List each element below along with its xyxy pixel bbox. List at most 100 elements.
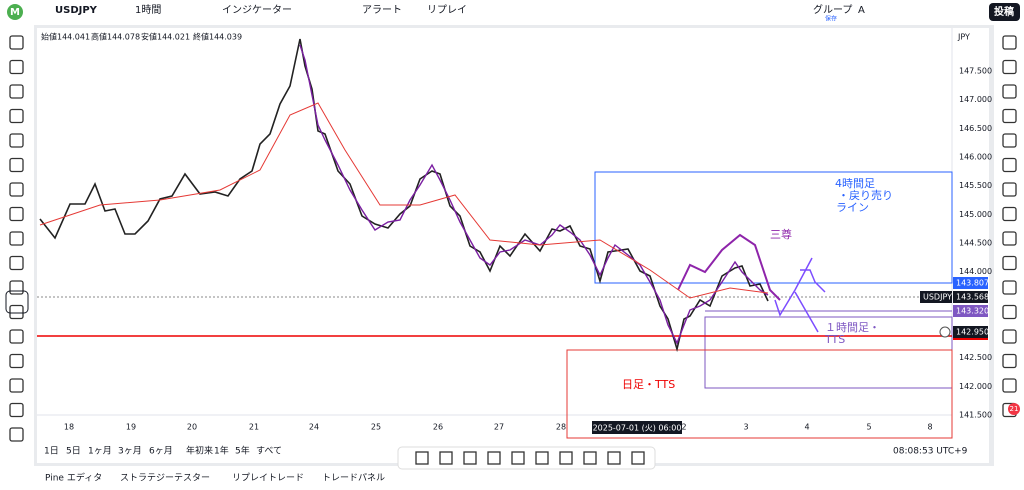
right-sidebar — [994, 25, 1024, 490]
sidebar-icon[interactable] — [1002, 59, 1017, 75]
time-tick-label: 28 — [556, 423, 566, 432]
annotation: ・戻り売り — [838, 189, 893, 202]
tool-icon[interactable] — [9, 206, 24, 222]
time-tick-label: 25 — [371, 423, 381, 432]
tool-icon[interactable] — [9, 353, 24, 369]
time-tick-label: 3 — [743, 423, 748, 432]
tool-icon[interactable] — [9, 231, 24, 246]
sidebar-icon[interactable] — [1002, 157, 1017, 173]
range-button[interactable]: 5年 — [235, 445, 250, 457]
price-badge — [953, 305, 988, 317]
range-button[interactable]: 5日 — [66, 446, 81, 457]
sidebar-icon[interactable] — [1002, 255, 1017, 271]
sidebar-icon[interactable] — [1002, 378, 1017, 393]
sidebar-icon[interactable] — [1002, 280, 1017, 295]
price-badge — [953, 277, 988, 289]
sidebar-icon[interactable] — [1002, 182, 1017, 197]
drawing-tool[interactable] — [463, 451, 477, 465]
tool-icon[interactable] — [9, 182, 24, 197]
sidebar-icon[interactable] — [1002, 108, 1017, 124]
sidebar-icon[interactable] — [1002, 353, 1017, 369]
tool-icon[interactable] — [9, 427, 24, 442]
annotation: TTS — [824, 333, 845, 346]
range-button[interactable]: 1年 — [214, 445, 229, 457]
time-tick-label: 19 — [126, 423, 136, 432]
alert-button[interactable]: アラート — [362, 4, 402, 16]
daily-zone — [566, 349, 953, 439]
tool-icon[interactable] — [9, 84, 24, 99]
sidebar-icon[interactable] — [1002, 304, 1017, 320]
group-button[interactable]: グループ — [813, 3, 852, 16]
chart-drawing — [37, 38, 953, 439]
annotation: ライン — [836, 201, 869, 214]
range-button[interactable]: 3ヶ月 — [118, 446, 142, 457]
range-button[interactable]: 1ヶ月 — [88, 446, 112, 457]
annotation: 日足・TTS — [622, 378, 675, 391]
symbol[interactable]: USDJPY — [55, 5, 98, 16]
price-badge — [920, 291, 952, 303]
drawing-tool[interactable] — [487, 451, 501, 465]
range-button[interactable]: 年初来 — [186, 445, 213, 457]
drawing-tool[interactable] — [535, 451, 549, 465]
time-tick-label: 2 — [681, 423, 686, 432]
clock: 08:08:53 UTC+9 — [893, 447, 968, 457]
range-button[interactable]: 1日 — [44, 446, 59, 457]
time-tick-label: 24 — [309, 423, 319, 432]
tool-icon[interactable] — [9, 280, 24, 295]
replay-button[interactable]: リプレイ — [427, 4, 467, 16]
price-badge — [953, 291, 988, 303]
bottom-tab[interactable]: ストラテジーテスター — [120, 473, 210, 484]
drawing-tool[interactable] — [415, 451, 429, 465]
drawing-tool[interactable] — [439, 451, 453, 465]
tool-icon[interactable] — [9, 304, 24, 320]
tool-icon[interactable] — [9, 329, 24, 344]
drawing-tool[interactable] — [607, 451, 621, 465]
tool-icon[interactable] — [9, 157, 24, 173]
price-tick-label: 146.000 — [959, 152, 992, 161]
publish-button[interactable] — [989, 3, 1020, 21]
drawing-tool[interactable] — [631, 451, 645, 465]
interval[interactable]: 1時間 — [135, 4, 161, 16]
account[interactable]: A — [858, 5, 865, 16]
indicators-button[interactable]: インジケーター — [222, 4, 292, 16]
bottom-tab[interactable]: トレードパネル — [322, 473, 385, 484]
bottom-tab[interactable]: Pine エディタ — [45, 472, 102, 484]
drawing-toolbar — [397, 446, 656, 470]
currency: JPY — [957, 33, 970, 42]
price-tick-label: 146.500 — [959, 124, 992, 133]
price-badge-label: USDJPY — [923, 293, 952, 302]
publish-label: 投稿 — [994, 5, 1014, 18]
bottom-tab[interactable]: リプレイトレード — [232, 473, 304, 484]
sidebar-icon[interactable] — [1002, 206, 1017, 222]
drawing-tool[interactable] — [511, 451, 525, 465]
range-button[interactable]: 6ヶ月 — [149, 446, 173, 457]
range-button[interactable]: すべて — [256, 446, 282, 457]
price-badge — [953, 326, 988, 338]
time-tick-label: 26 — [433, 423, 443, 432]
sidebar-icon[interactable] — [1002, 84, 1017, 99]
ohlc-value: 終値144.039 — [193, 32, 242, 42]
tool-icon[interactable] — [9, 133, 24, 148]
tool-icon[interactable] — [9, 402, 24, 418]
tool-icon[interactable] — [9, 35, 24, 50]
head-shoulders-sketch — [677, 233, 781, 301]
price-tick-label: 147.000 — [959, 95, 992, 104]
sidebar-icon[interactable] — [1002, 133, 1017, 148]
time-tick-label: 4 — [804, 423, 809, 432]
price-tick-label: 141.500 — [959, 410, 992, 419]
sidebar-icon[interactable] — [1002, 35, 1017, 50]
tool-icon[interactable] — [9, 378, 24, 393]
price-tick-label: 145.500 — [959, 181, 992, 190]
tool-icon[interactable] — [9, 59, 24, 75]
annotation: 三尊 — [770, 227, 792, 241]
left-toolbar — [0, 25, 34, 490]
tool-icon[interactable] — [9, 255, 24, 271]
sidebar-icon[interactable] — [1002, 231, 1017, 246]
plus-button[interactable] — [939, 326, 951, 338]
logo[interactable] — [7, 4, 23, 20]
sidebar-icon[interactable] — [1002, 329, 1017, 344]
drawing-tool[interactable] — [583, 451, 597, 465]
ohlc-value: 始値144.041 — [41, 32, 90, 42]
tool-icon[interactable] — [9, 108, 24, 124]
drawing-tool[interactable] — [559, 451, 573, 465]
